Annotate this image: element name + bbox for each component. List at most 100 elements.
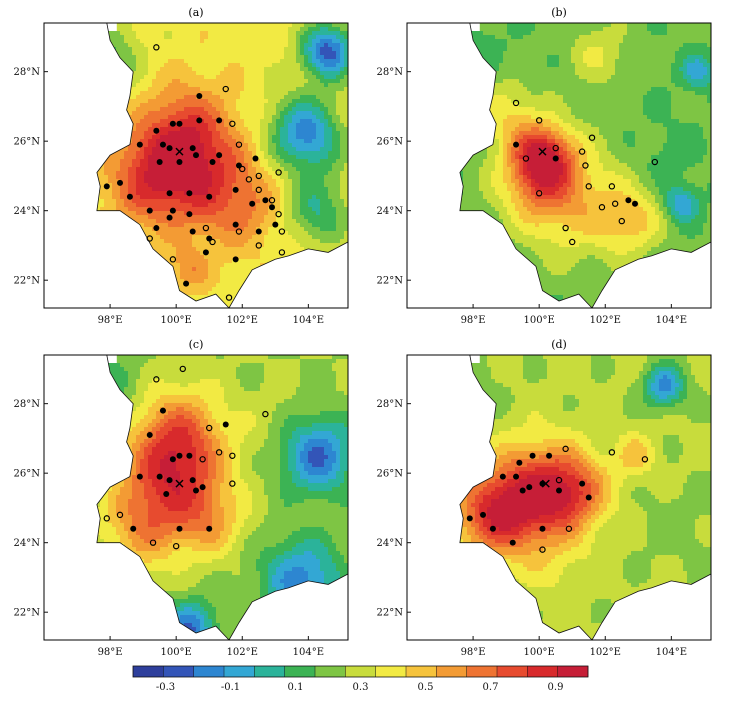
nodata-patch: [469, 355, 480, 363]
map-panel: (a) 98°E 100°E 102°E 104°E 22°N 24°N 26°N 28°N: [14, 6, 349, 326]
x-tick-label: 98°E: [98, 315, 123, 326]
y-tick-label: 26°N: [377, 137, 404, 148]
station-filled-marker: [206, 525, 213, 532]
station-filled-marker: [136, 473, 143, 480]
station-filled-marker: [186, 190, 193, 197]
panel-frame: [43, 22, 349, 309]
field-raster: [57, 355, 348, 640]
station-filled-marker: [249, 200, 256, 207]
y-tick-label: 26°N: [14, 137, 41, 148]
y-tick-label: 26°N: [377, 469, 404, 480]
station-open-marker: [255, 242, 262, 249]
colorbar-label: 0.9: [548, 682, 564, 693]
colorbar-label: -0.1: [221, 682, 240, 693]
station-filled-marker: [126, 193, 133, 200]
y-tick-label: 26°N: [14, 469, 41, 480]
nodata-patch: [106, 23, 117, 31]
station-open-marker: [608, 183, 616, 190]
station-open-marker: [199, 456, 206, 463]
map-panel: (b) 98°E 100°E 102°E 104°E 22°N 24°N 26°N 28°N: [377, 6, 712, 326]
station-filled-marker: [513, 141, 520, 148]
reference-station-cross: [538, 147, 547, 156]
colorbar-swatch: [193, 666, 225, 677]
station-filled-marker: [516, 459, 523, 466]
station-open-marker: [611, 200, 619, 207]
station-open-marker: [535, 190, 543, 197]
x-tick-label: 98°E: [461, 647, 486, 658]
colorbar-swatch: [375, 666, 407, 677]
station-filled-marker: [186, 211, 193, 218]
station-filled-marker: [153, 225, 160, 232]
x-tick-label: 102°E: [590, 315, 621, 326]
station-filled-marker: [136, 141, 143, 148]
station-open-marker: [235, 228, 243, 235]
station-filled-marker: [166, 190, 173, 197]
y-tick-label: 22°N: [14, 608, 41, 619]
station-filled-marker: [529, 452, 536, 459]
colorbar-label: 0.5: [418, 682, 434, 693]
x-tick-label: 104°E: [656, 647, 687, 658]
station-filled-marker: [196, 117, 203, 124]
station-open-marker: [229, 452, 236, 459]
station-filled-marker: [146, 431, 153, 438]
colorbar-swatch: [254, 666, 285, 677]
colorbar-swatch: [284, 666, 316, 677]
boundary-line: [420, 354, 712, 641]
colorbar-swatch: [315, 666, 346, 677]
station-filled-marker: [539, 525, 546, 532]
station-filled-marker: [189, 477, 196, 484]
map-panel: (d) 98°E 100°E 102°E 104°E 22°N 24°N 26°N 28°N: [377, 338, 712, 658]
station-open-marker: [578, 148, 586, 155]
station-filled-marker: [232, 186, 239, 193]
boundary-line: [420, 22, 712, 309]
station-open-marker: [552, 144, 559, 152]
x-tick-label: 98°E: [98, 647, 123, 658]
station-open-marker: [585, 183, 592, 190]
station-open-marker: [562, 224, 569, 232]
station-open-marker: [651, 158, 659, 166]
x-tick-label: 100°E: [160, 647, 191, 658]
station-open-marker: [618, 217, 625, 225]
station-open-marker: [539, 546, 546, 553]
station-open-marker: [172, 542, 180, 550]
station-open-marker: [222, 85, 229, 93]
station-filled-marker: [632, 200, 638, 207]
y-tick-label: 22°N: [377, 608, 404, 619]
station-open-marker: [562, 445, 569, 453]
colorbar-swatch: [466, 666, 498, 677]
station-open-marker: [255, 186, 262, 194]
station-filled-marker: [255, 228, 262, 235]
y-tick-label: 28°N: [377, 67, 404, 78]
station-filled-marker: [130, 525, 137, 532]
station-filled-marker: [156, 159, 163, 166]
reference-station-cross: [541, 479, 550, 488]
y-tick-label: 22°N: [377, 276, 404, 287]
station-open-marker: [268, 197, 276, 204]
station-open-marker: [153, 376, 160, 383]
colorbar-label: -0.3: [156, 682, 175, 693]
station-filled-marker: [526, 484, 533, 491]
y-tick-label: 28°N: [14, 399, 41, 410]
station-filled-marker: [176, 452, 183, 459]
reference-station-cross: [175, 479, 184, 488]
station-open-marker: [179, 365, 186, 373]
station-open-marker: [215, 449, 223, 456]
station-filled-marker: [183, 280, 190, 287]
station-filled-marker: [169, 207, 176, 214]
station-filled-marker: [513, 473, 520, 480]
station-filled-marker: [153, 127, 160, 134]
station-filled-marker: [222, 421, 229, 428]
station-filled-marker: [232, 256, 239, 263]
station-open-marker: [153, 44, 160, 51]
y-tick-label: 24°N: [377, 538, 404, 549]
colorbar-label: 0.1: [288, 682, 304, 693]
y-tick-label: 24°N: [377, 206, 404, 217]
station-filled-marker: [169, 456, 176, 463]
field-raster: [420, 355, 711, 640]
colorbar-swatch: [224, 666, 255, 677]
y-tick-label: 24°N: [14, 538, 41, 549]
colorbar-swatch: [406, 666, 437, 677]
station-filled-marker: [193, 152, 199, 159]
x-tick-label: 102°E: [227, 315, 258, 326]
station-filled-marker: [189, 145, 196, 152]
